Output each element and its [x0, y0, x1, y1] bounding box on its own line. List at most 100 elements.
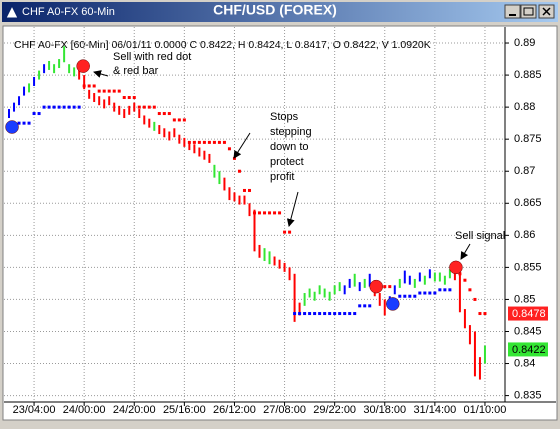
stop-dot — [117, 89, 121, 93]
plot: 0.835 0.84 0.845 0.85 0.855 0.86 0.865 0.87 0.87… — [4, 27, 548, 416]
x-tick-label: 30/18:00 — [363, 404, 406, 416]
x-tick-label: 24/20:00 — [113, 404, 156, 416]
x-tick-label: 24/00:00 — [63, 404, 106, 416]
stop-dot — [62, 105, 66, 109]
annotation-text: & red bar — [113, 65, 159, 77]
stop-dot — [353, 312, 357, 316]
stop-dot — [22, 121, 26, 125]
window-buttons[interactable] — [504, 4, 555, 19]
title-bar — [2, 2, 558, 22]
stop-dot — [152, 105, 156, 109]
stop-dot — [197, 140, 201, 144]
stop-dot — [52, 105, 56, 109]
chart-area — [2, 25, 558, 421]
stop-dot — [303, 312, 307, 316]
stop-dot — [27, 121, 31, 125]
stop-dot — [112, 89, 116, 93]
stop-dot — [207, 140, 211, 144]
stop-dot — [32, 112, 36, 116]
stop-dot — [107, 89, 111, 93]
maximize-button[interactable] — [520, 4, 537, 19]
stop-dot — [132, 96, 136, 100]
stop-dot — [47, 105, 51, 109]
y-tick-label: 0.86 — [514, 229, 535, 241]
annotation-arrow — [286, 191, 299, 227]
info-line: CHF A0-FX [60-Min] 06/01/11 0.0000 C 0.8… — [14, 39, 431, 51]
stop-dot — [318, 312, 322, 316]
minimize-button[interactable] — [504, 4, 521, 19]
annotation-3: Sell signal — [455, 230, 505, 260]
x-tick-label: 25/16:00 — [163, 404, 206, 416]
price-box-label: 0.8478 — [512, 308, 546, 320]
x-tick-label: 29/22:00 — [313, 404, 356, 416]
price-box — [508, 342, 548, 357]
annotation-arrow — [233, 132, 251, 159]
stop-dot — [222, 140, 226, 144]
stop-dot — [363, 304, 367, 308]
x-tick-label: 26/12:00 — [213, 404, 256, 416]
stop-dot — [87, 84, 91, 88]
stop-dot — [268, 211, 272, 215]
stop-dot — [388, 285, 392, 289]
stop-dot — [187, 140, 191, 144]
window-title: CHF A0-FX 60-Min — [22, 6, 115, 18]
close-glyph — [542, 7, 551, 16]
stop-dot — [247, 188, 251, 192]
stop-dot — [298, 312, 302, 316]
stop-dot — [242, 188, 246, 192]
stop-dot — [17, 121, 21, 125]
y-tick-label: 0.835 — [514, 389, 542, 401]
y-tick-label: 0.875 — [514, 133, 542, 145]
stop-dot — [202, 140, 206, 144]
stop-dot — [102, 89, 106, 93]
stop-dot — [383, 285, 387, 289]
stop-dot — [182, 118, 186, 122]
y-tick-label: 0.89 — [514, 37, 535, 49]
app-icon — [5, 4, 19, 19]
stop-dot — [293, 312, 297, 316]
annotation-text: profit — [270, 171, 294, 183]
stop-dot — [463, 278, 467, 282]
stop-dot — [237, 169, 241, 173]
stop-dot — [57, 105, 61, 109]
stop-dot — [127, 96, 131, 100]
signal-dot — [76, 59, 90, 73]
stop-dot — [217, 140, 221, 144]
stop-dot — [137, 105, 141, 109]
stop-dot — [428, 291, 432, 295]
signal-dot — [449, 260, 463, 275]
stop-dot — [418, 291, 422, 295]
stop-dot — [338, 312, 342, 316]
price-box — [508, 306, 548, 321]
y-tick-label: 0.855 — [514, 261, 542, 273]
stop-dot — [97, 89, 101, 93]
x-tick-label: 01/10:00 — [464, 404, 507, 416]
stop-dot — [172, 118, 176, 122]
stop-dot — [92, 84, 96, 88]
x-tick-label: 23/04:00 — [13, 404, 56, 416]
annotation-arrow — [460, 243, 471, 260]
stop-dot — [438, 288, 442, 292]
stop-dot — [142, 105, 146, 109]
price-box-label: 0.8422 — [512, 344, 546, 356]
y-tick-label: 0.85 — [514, 293, 535, 305]
annotation-arrow — [93, 70, 109, 78]
stop-dot — [483, 312, 487, 316]
stop-dot — [162, 112, 166, 116]
signal-dot — [369, 279, 383, 294]
annotation-text: down to — [270, 141, 309, 153]
stop-dot — [473, 297, 477, 301]
stop-dot — [328, 312, 332, 316]
chart-title: CHF/USD (FOREX) — [213, 2, 337, 18]
y-tick-label: 0.88 — [514, 101, 535, 113]
annotation-text: protect — [270, 156, 304, 168]
x-tick-label: 31/14:00 — [413, 404, 456, 416]
stop-dot — [408, 294, 412, 298]
stop-dot — [398, 294, 402, 298]
stop-dot — [343, 312, 347, 316]
stop-dot — [72, 105, 76, 109]
stop-dot — [253, 211, 256, 215]
stop-dot — [313, 312, 317, 316]
stop-dot — [212, 140, 216, 144]
